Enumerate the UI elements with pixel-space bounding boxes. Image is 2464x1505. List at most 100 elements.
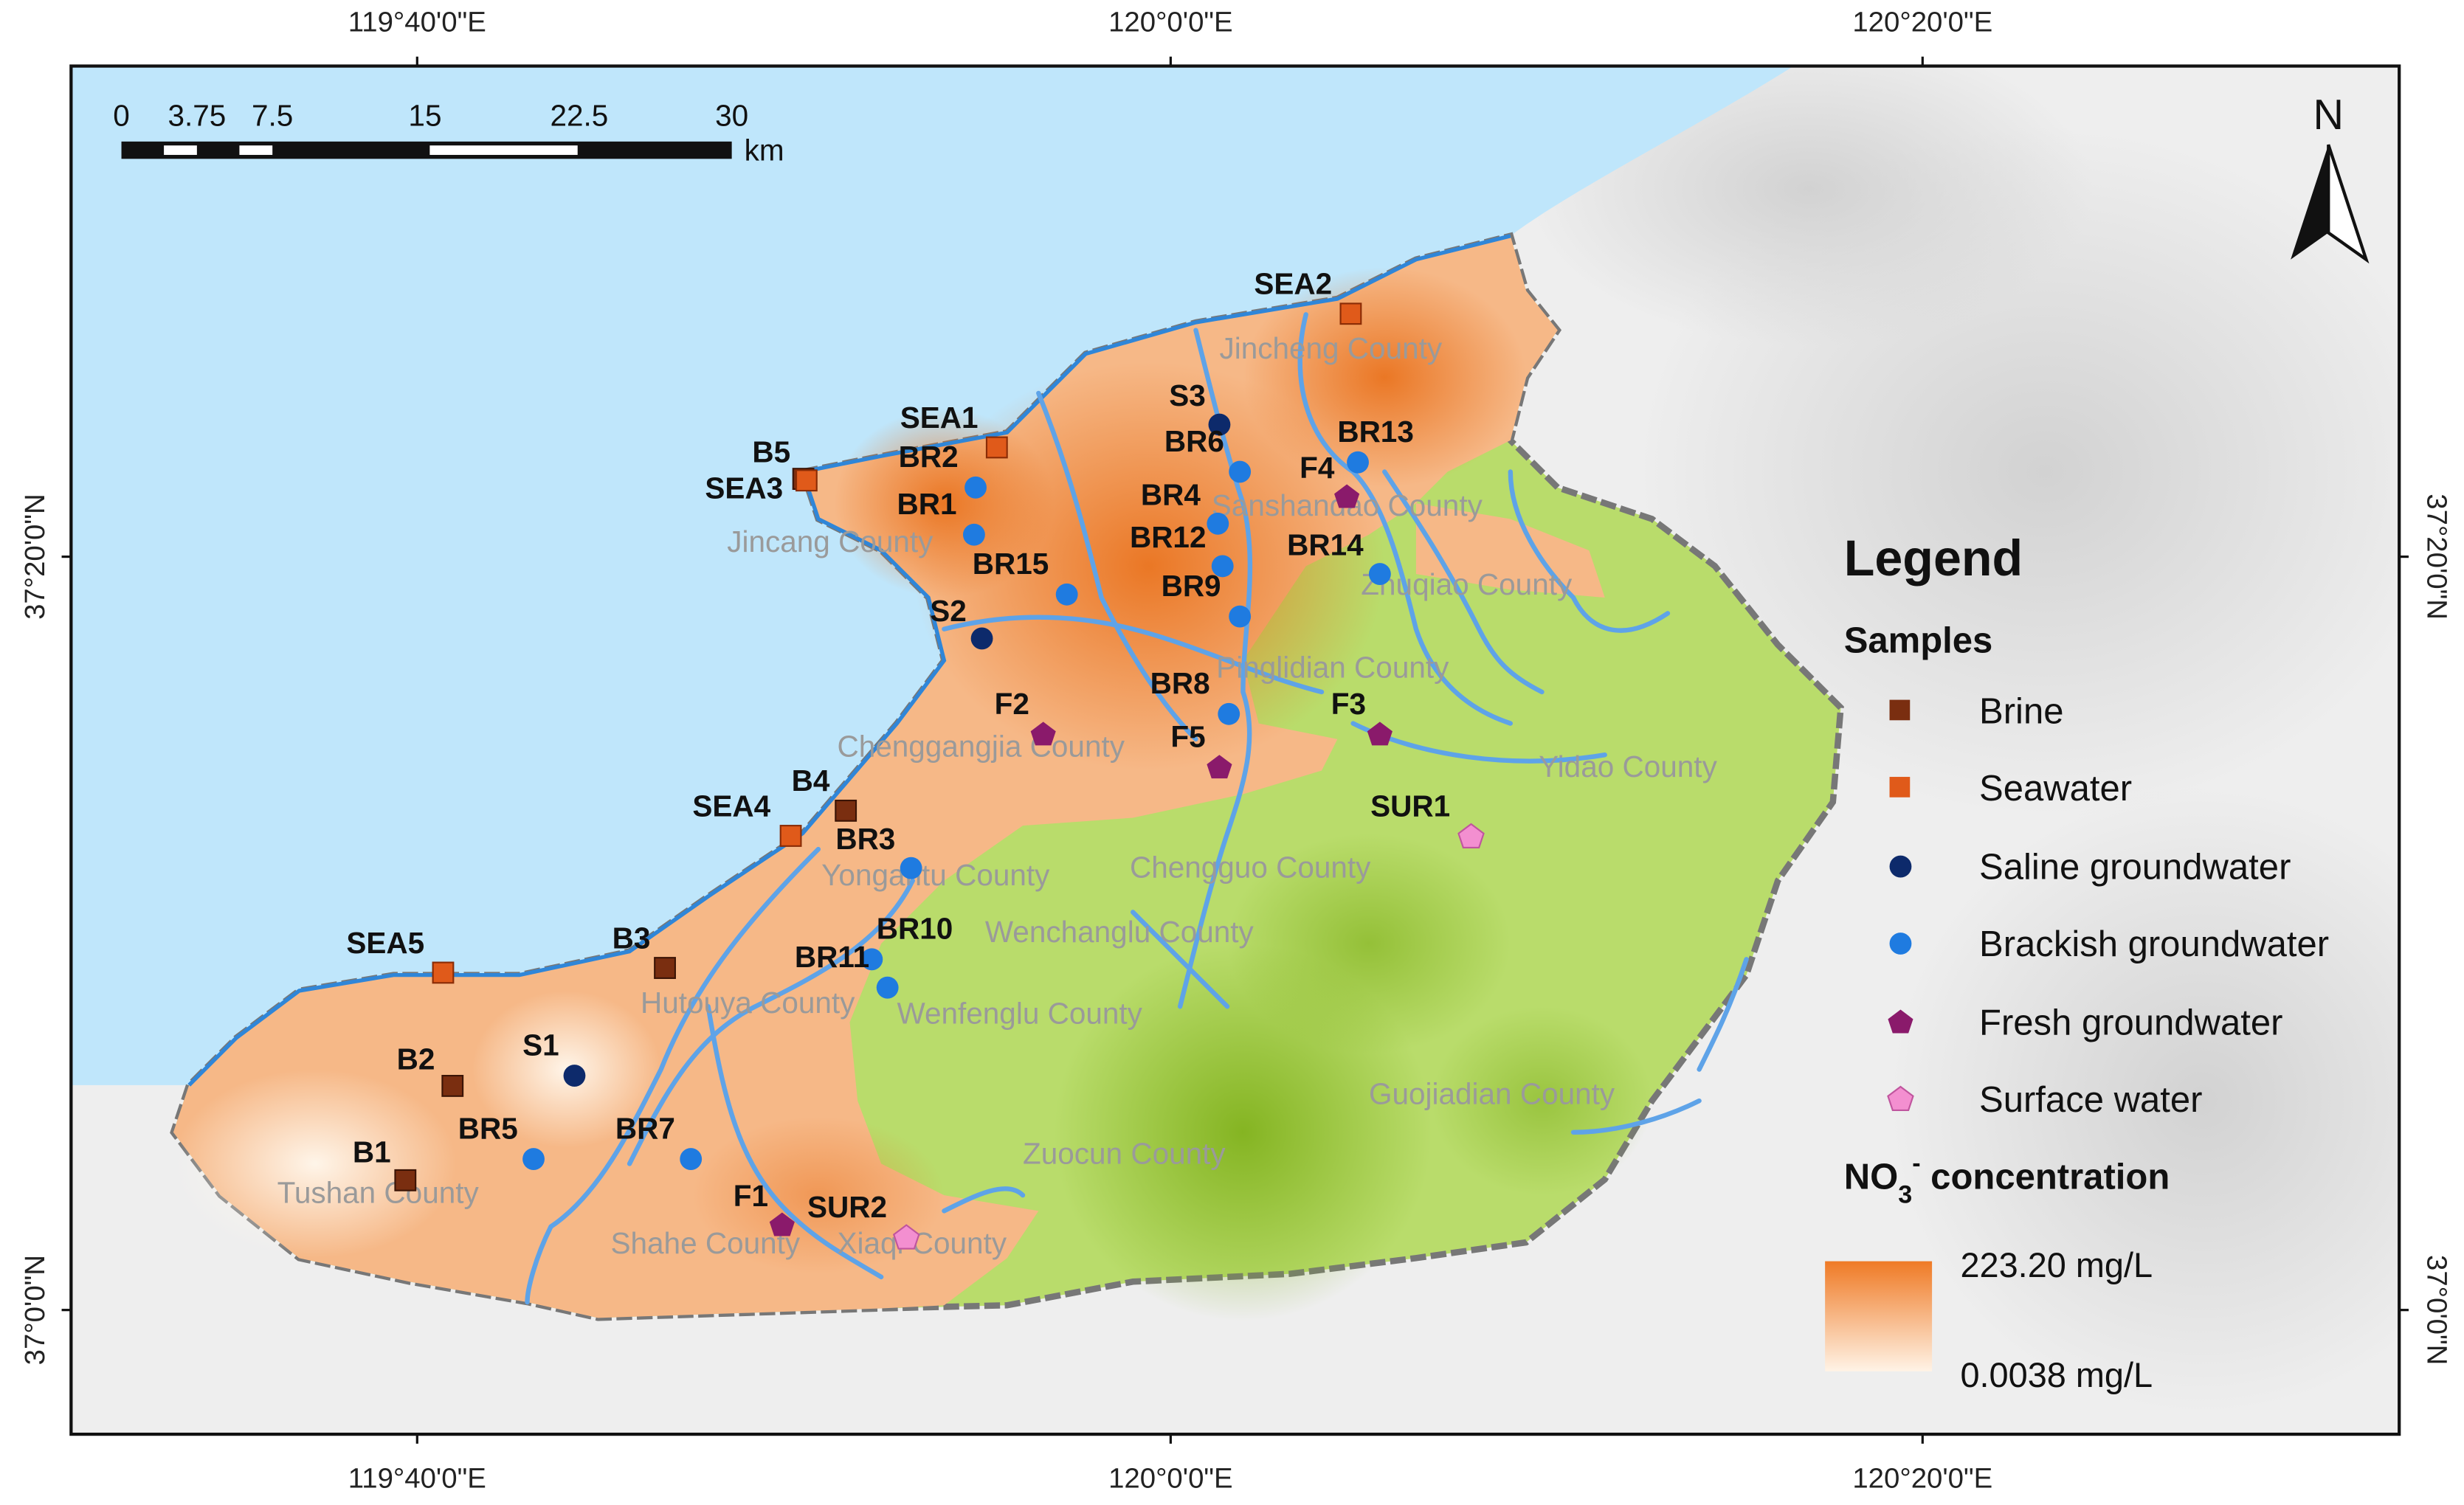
lat-label-right: 37°0'0"N: [2421, 1255, 2453, 1365]
scale-tick-label: 30: [715, 99, 748, 133]
samples-saline: [563, 413, 1231, 1087]
sample-marker-brine: [441, 1074, 464, 1097]
scale-tick-label: 3.75: [168, 99, 226, 133]
sample-label: F2: [995, 687, 1029, 721]
lon-label-top: 120°0'0"E: [1108, 7, 1233, 38]
sample-marker-brackish: [1368, 563, 1391, 585]
county-label: Hutouya County: [641, 986, 855, 1020]
lon-label-bottom: 119°40'0"E: [348, 1463, 486, 1495]
sample-label: B5: [752, 435, 790, 469]
sample-label: BR6: [1164, 424, 1224, 458]
sample-marker-brackish: [900, 857, 922, 879]
sample-marker-brackish: [860, 948, 883, 971]
sample-label: BR15: [973, 547, 1049, 581]
sample-label: BR8: [1150, 666, 1210, 700]
sample-label: BR11: [795, 940, 869, 974]
sample-label: SEA1: [900, 401, 979, 435]
legend: Legend Samples Brine Seawater Saline gro…: [1825, 530, 2329, 1394]
sample-label: B4: [792, 764, 830, 798]
county-label: Guojiadian County: [1369, 1076, 1615, 1110]
county-label: Tushan County: [277, 1176, 480, 1210]
scale-tick-label: 22.5: [550, 99, 608, 133]
sample-marker-seawater: [795, 469, 818, 492]
lat-label-right: 37°20'0"N: [2421, 494, 2453, 620]
scale-unit: km: [745, 133, 784, 167]
legend-title: Legend: [1844, 530, 2023, 587]
samples-fresh: [769, 484, 1393, 1236]
sample-marker-fresh: [769, 1212, 795, 1236]
sample-label: BR5: [458, 1111, 518, 1145]
legend-symbol-surface: [1887, 1085, 1914, 1112]
sample-label: S2: [930, 594, 967, 628]
legend-symbol-seawater: [1889, 777, 1911, 798]
scale-bar: 0 3.75 7.5 15 22.5 30 km: [113, 99, 784, 167]
sample-marker-fresh: [1030, 722, 1056, 746]
county-label: Wenchanglu County: [985, 915, 1255, 949]
north-label: N: [2313, 91, 2344, 139]
legend-symbol-fresh: [1888, 1009, 1913, 1034]
sample-marker-surface: [1457, 823, 1485, 849]
sample-marker-surface: [892, 1224, 920, 1250]
sample-marker-brackish: [1211, 555, 1234, 578]
sample-label: F1: [734, 1179, 768, 1213]
north-arrow: N: [2291, 91, 2370, 264]
sample-label: B3: [612, 921, 651, 955]
sample-marker-brackish: [522, 1148, 545, 1170]
county-labels: Jincheng County Sanshandao County Zhuqia…: [277, 331, 1718, 1260]
county-label: Xiaqi County: [837, 1226, 1007, 1260]
samples-surface: [892, 823, 1485, 1250]
sample-marker-brackish: [1229, 460, 1252, 483]
county-label: Jincang County: [727, 525, 934, 558]
county-label: Chengguo County: [1130, 850, 1371, 884]
sample-marker-seawater: [779, 825, 802, 847]
county-label: Shahe County: [610, 1226, 800, 1260]
lon-label-top: 120°20'0"E: [1852, 7, 1992, 38]
sample-marker-seawater: [985, 436, 1008, 459]
sample-label: B2: [397, 1042, 435, 1076]
sample-marker-brine: [654, 957, 676, 979]
samples-seawater: [432, 302, 1362, 984]
sample-label: BR2: [899, 440, 959, 474]
sample-label: BR1: [897, 487, 956, 521]
legend-item-label: Brackish groundwater: [1979, 924, 2329, 964]
sample-label: S3: [1169, 378, 1206, 412]
sample-marker-fresh: [1334, 484, 1360, 508]
lat-label-left: 37°20'0"N: [19, 494, 51, 620]
sample-marker-brackish: [962, 523, 985, 546]
sample-marker-saline: [970, 627, 993, 650]
sample-marker-brackish: [1207, 512, 1229, 535]
graticule-ticks: [61, 56, 2409, 1444]
legend-item-label: Fresh groundwater: [1979, 1003, 2282, 1043]
legend-item-label: Seawater: [1979, 769, 2132, 809]
sample-label: F3: [1331, 687, 1366, 721]
sample-label: BR3: [835, 822, 895, 856]
sample-label: SEA3: [705, 471, 783, 505]
legend-symbol-saline: [1889, 855, 1912, 878]
legend-ramp-high: 223.20 mg/L: [1960, 1246, 2153, 1284]
sample-marker-fresh: [1207, 755, 1232, 779]
sample-label: F5: [1170, 720, 1205, 754]
county-label: Wenfenglu County: [897, 997, 1142, 1031]
sample-label: BR12: [1130, 520, 1207, 554]
sample-label: BR7: [615, 1111, 675, 1145]
sample-marker-brackish: [1347, 451, 1369, 474]
sample-label: SEA4: [692, 789, 770, 823]
sample-label: BR13: [1337, 415, 1414, 449]
sample-label: F4: [1300, 451, 1335, 485]
scale-tick-label: 0: [113, 99, 130, 133]
sample-marker-seawater: [1339, 302, 1362, 325]
legend-item-label: Saline groundwater: [1979, 848, 2291, 888]
sample-marker-brackish: [876, 976, 899, 999]
sample-label: BR4: [1141, 477, 1201, 511]
sample-marker-brackish: [1055, 583, 1078, 606]
sample-label: SUR1: [1370, 789, 1450, 823]
sample-marker-seawater: [432, 961, 455, 984]
sample-marker-brackish: [680, 1148, 703, 1170]
scale-tick-label: 15: [408, 99, 441, 133]
map-frame: [69, 64, 2401, 1436]
county-label: Pinglidian County: [1216, 651, 1449, 685]
sample-marker-brine: [394, 1169, 417, 1191]
lat-label-left: 37°0'0"N: [19, 1255, 51, 1365]
legend-symbol-brackish: [1889, 933, 1912, 955]
sample-marker-fresh: [1367, 722, 1393, 746]
